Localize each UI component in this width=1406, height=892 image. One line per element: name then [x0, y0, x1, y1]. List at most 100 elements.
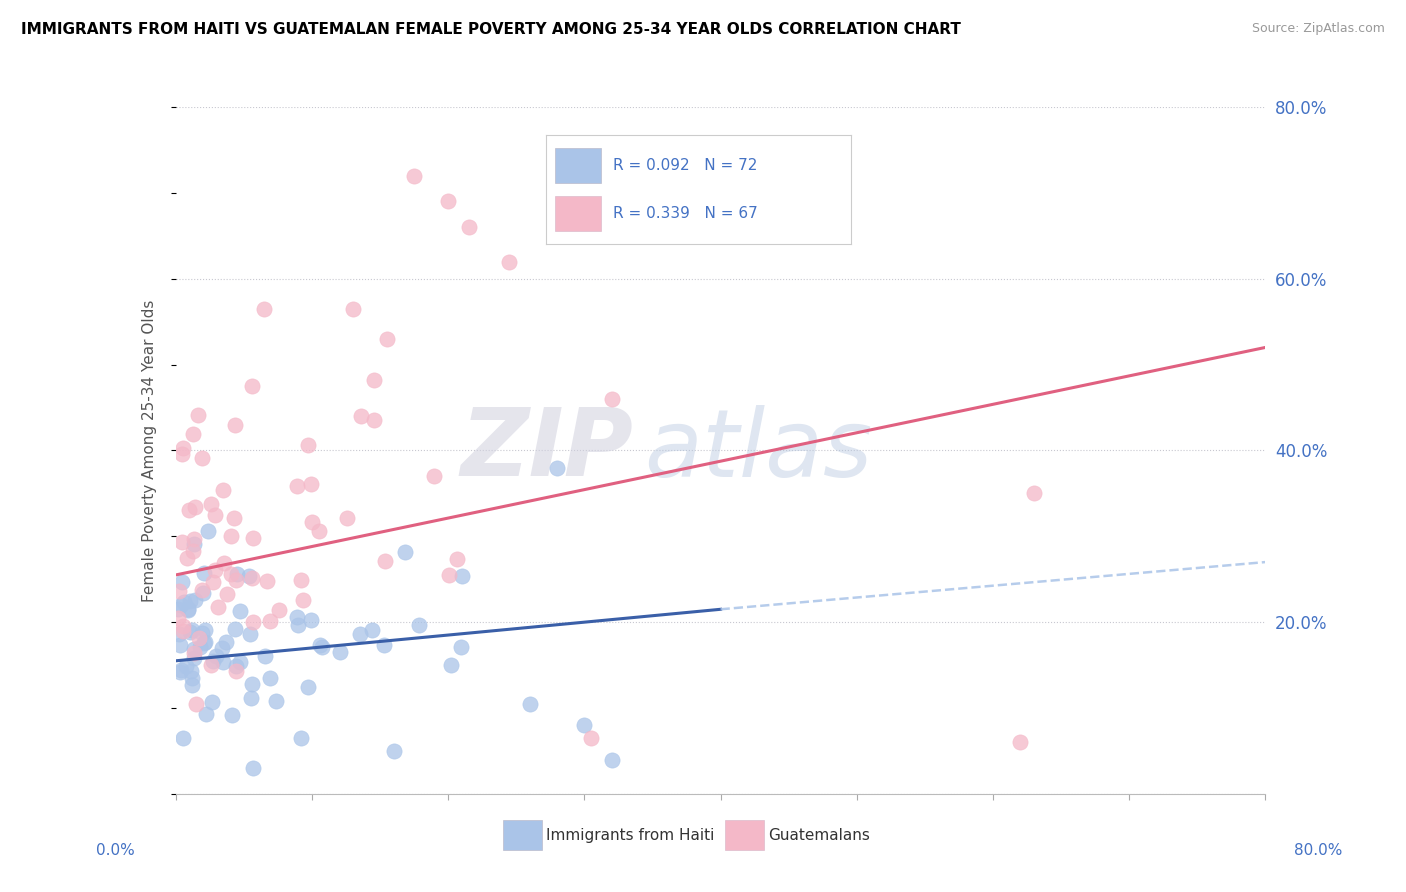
Text: 80.0%: 80.0%	[1295, 843, 1343, 858]
Immigrants from Haiti	[299, 613, 322, 627]
Guatemalans	[214, 556, 236, 570]
Guatemalans	[297, 438, 319, 452]
Guatemalans	[190, 450, 212, 465]
Guatemalans	[253, 301, 276, 316]
Immigrants from Haiti	[169, 665, 191, 680]
Immigrants from Haiti	[225, 659, 247, 673]
Immigrants from Haiti	[167, 627, 190, 641]
Immigrants from Haiti	[167, 602, 190, 616]
Immigrants from Haiti	[197, 524, 219, 538]
Guatemalans	[301, 515, 323, 529]
Guatemalans	[242, 615, 264, 629]
Guatemalans	[200, 497, 222, 511]
Guatemalans	[187, 631, 209, 645]
Immigrants from Haiti	[202, 654, 225, 668]
Immigrants from Haiti	[180, 664, 202, 678]
Guatemalans	[172, 624, 194, 639]
Immigrants from Haiti	[229, 655, 252, 669]
Guatemalans	[579, 731, 602, 745]
Immigrants from Haiti	[440, 657, 463, 672]
Immigrants from Haiti	[194, 635, 217, 649]
Immigrants from Haiti	[361, 623, 384, 637]
Immigrants from Haiti	[290, 731, 312, 746]
Immigrants from Haiti	[519, 697, 541, 711]
Guatemalans	[423, 469, 446, 483]
Guatemalans	[375, 332, 398, 346]
Immigrants from Haiti	[238, 569, 260, 583]
Immigrants from Haiti	[224, 623, 246, 637]
Guatemalans	[187, 408, 209, 422]
Guatemalans	[1010, 735, 1032, 749]
Immigrants from Haiti	[225, 566, 247, 581]
Text: 0.0%: 0.0%	[96, 843, 135, 858]
Guatemalans	[225, 573, 247, 587]
Immigrants from Haiti	[181, 624, 204, 638]
Immigrants from Haiti	[193, 566, 215, 581]
Guatemalans	[437, 194, 460, 209]
Guatemalans	[183, 500, 205, 515]
Immigrants from Haiti	[240, 677, 263, 691]
Immigrants from Haiti	[181, 678, 204, 692]
Immigrants from Haiti	[169, 664, 191, 678]
Immigrants from Haiti	[190, 626, 212, 640]
Guatemalans	[285, 479, 308, 493]
Guatemalans	[170, 447, 193, 461]
Immigrants from Haiti	[212, 655, 235, 669]
Immigrants from Haiti	[177, 601, 200, 615]
Immigrants from Haiti	[172, 731, 194, 746]
Immigrants from Haiti	[574, 718, 596, 732]
Guatemalans	[207, 600, 229, 615]
Guatemalans	[204, 508, 226, 522]
Guatemalans	[600, 392, 623, 406]
Guatemalans	[498, 254, 520, 268]
Immigrants from Haiti	[201, 695, 224, 709]
Guatemalans	[256, 574, 278, 588]
Guatemalans	[172, 619, 194, 633]
Immigrants from Haiti	[297, 680, 319, 694]
Immigrants from Haiti	[193, 636, 215, 650]
Guatemalans	[342, 301, 364, 316]
Immigrants from Haiti	[191, 586, 214, 600]
Immigrants from Haiti	[177, 603, 200, 617]
Immigrants from Haiti	[188, 640, 211, 654]
Text: IMMIGRANTS FROM HAITI VS GUATEMALAN FEMALE POVERTY AMONG 25-34 YEAR OLDS CORRELA: IMMIGRANTS FROM HAITI VS GUATEMALAN FEMA…	[21, 22, 960, 37]
Guatemalans	[259, 614, 281, 628]
Immigrants from Haiti	[408, 618, 430, 632]
Guatemalans	[190, 583, 212, 598]
Immigrants from Haiti	[205, 648, 228, 663]
Guatemalans	[181, 426, 204, 441]
Guatemalans	[404, 169, 426, 183]
Immigrants from Haiti	[287, 618, 309, 632]
Immigrants from Haiti	[394, 545, 416, 559]
Guatemalans	[167, 611, 190, 625]
Guatemalans	[172, 441, 194, 455]
Guatemalans	[183, 646, 205, 660]
Guatemalans	[457, 220, 479, 235]
Immigrants from Haiti	[228, 603, 250, 617]
Guatemalans	[299, 477, 322, 491]
Immigrants from Haiti	[311, 640, 333, 654]
Immigrants from Haiti	[179, 594, 201, 608]
Immigrants from Haiti	[309, 639, 332, 653]
Immigrants from Haiti	[214, 635, 236, 649]
Text: atlas: atlas	[644, 405, 873, 496]
Immigrants from Haiti	[173, 595, 195, 609]
Immigrants from Haiti	[373, 639, 395, 653]
Guatemalans	[224, 417, 246, 432]
Guatemalans	[170, 535, 193, 549]
Immigrants from Haiti	[450, 640, 472, 655]
Guatemalans	[308, 524, 330, 539]
Guatemalans	[225, 664, 247, 678]
Immigrants from Haiti	[349, 627, 371, 641]
Guatemalans	[363, 413, 385, 427]
Immigrants from Haiti	[183, 641, 205, 656]
Guatemalans	[202, 575, 225, 590]
Guatemalans	[215, 587, 238, 601]
Immigrants from Haiti	[170, 598, 193, 612]
Immigrants from Haiti	[179, 624, 201, 639]
Y-axis label: Female Poverty Among 25-34 Year Olds: Female Poverty Among 25-34 Year Olds	[142, 300, 157, 601]
Immigrants from Haiti	[382, 744, 405, 758]
Guatemalans	[224, 511, 246, 525]
Immigrants from Haiti	[451, 568, 474, 582]
Immigrants from Haiti	[239, 691, 262, 706]
